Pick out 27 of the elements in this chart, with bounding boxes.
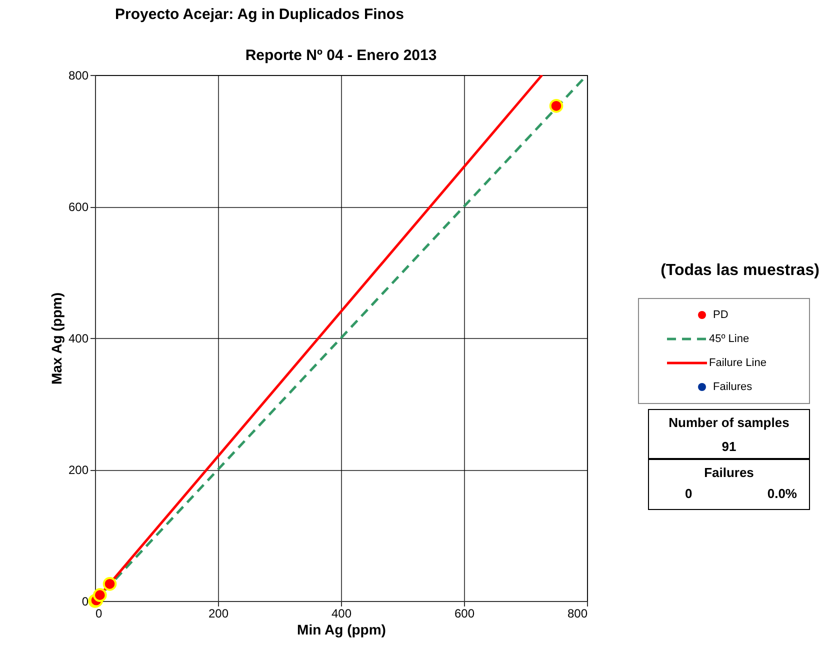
point (549, 99, 564, 113)
x-tick-label: 200 (208, 606, 229, 620)
x-tick-label: 400 (331, 606, 352, 620)
legend-title: (Todas las muestras) (660, 262, 820, 280)
y-tick-label: 0 (82, 594, 89, 608)
legend-label: Failures (713, 381, 752, 393)
text: Failures (649, 458, 809, 484)
y-tick-label: 400 (68, 332, 89, 346)
y-axis-title: Max Ag (ppm) (48, 292, 64, 385)
point (93, 588, 107, 602)
legend-label: 45º Line (709, 333, 750, 345)
text: Number of samples (668, 414, 790, 432)
point (102, 577, 117, 591)
chart-subtitle: Reporte Nº 04 - Enero 2013 (245, 47, 437, 64)
legend-label: PD (713, 309, 728, 321)
legend-label: Failure Line (709, 357, 766, 369)
x-tick-label: 800 (567, 606, 588, 620)
text: 91 (720, 438, 738, 456)
y-tick-label: 200 (68, 463, 89, 477)
text: 0.0% (767, 486, 797, 501)
y-tick-label: 600 (68, 200, 89, 214)
y-tick-label: 800 (68, 68, 89, 82)
x-tick-label: 0 (96, 606, 102, 620)
x-tick-label: 600 (454, 606, 475, 620)
text: 0 (685, 486, 692, 501)
chart-title: Proyecto Acejar: Ag in Duplicados Finos (115, 6, 404, 23)
x-axis-title: Min Ag (ppm) (297, 622, 386, 638)
